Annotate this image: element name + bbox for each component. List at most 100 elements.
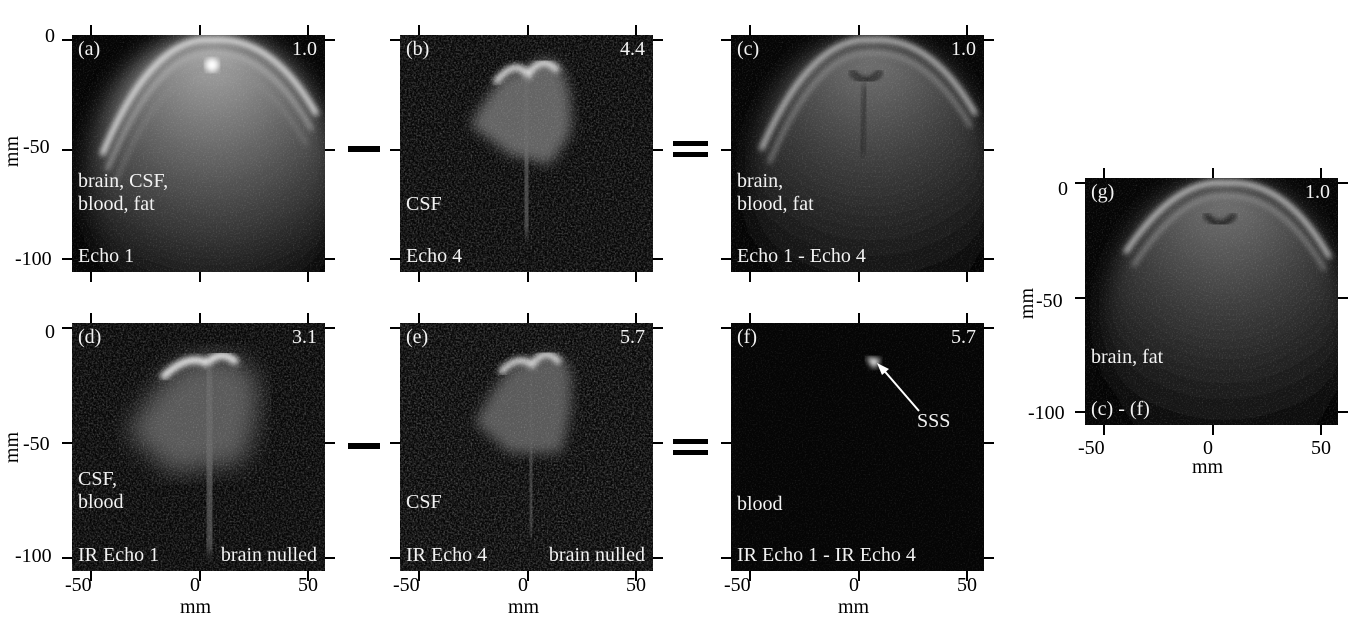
y-tick-mark [325, 327, 335, 329]
equals-operator-row1-bottom [673, 152, 708, 157]
x-tick-mark [1103, 168, 1105, 178]
y-tick-mark [721, 557, 731, 559]
y-tick-mark [1338, 182, 1348, 184]
x-tick-mark [527, 313, 529, 323]
mri-image-c-minus-f [1085, 178, 1338, 425]
y-tick-mark [984, 327, 994, 329]
tissue-description-e: CSF [406, 491, 442, 513]
x-tick-mark [1103, 425, 1105, 435]
y-axis-title-row1: mm [1, 135, 24, 168]
x-tick-label: 50 [957, 574, 977, 596]
x-axis-title-e: mm [508, 596, 540, 618]
y-tick-mark [62, 327, 72, 329]
panel-label-a: (a) [78, 38, 101, 60]
y-tick-mark [1075, 182, 1085, 184]
y-tick-mark [62, 258, 72, 260]
x-tick-mark [418, 571, 420, 581]
x-axis-title-d: mm [180, 596, 212, 618]
y-tick-mark [984, 258, 994, 260]
echo-label-a: Echo 1 [78, 245, 135, 267]
y-tick-mark [325, 557, 335, 559]
y-tick-label: 0 [45, 25, 55, 47]
echo-label-d: IR Echo 1 [78, 544, 160, 566]
y-tick-label: -50 [23, 433, 50, 455]
y-tick-label: -100 [1028, 402, 1065, 424]
y-tick-mark [1338, 297, 1348, 299]
echo-label-g: (c) - (f) [1091, 398, 1150, 420]
y-tick-mark [984, 149, 994, 151]
x-tick-mark [966, 272, 968, 282]
x-tick-mark [307, 272, 309, 282]
equals-operator-row2-top [673, 439, 708, 444]
mri-image-echo4 [400, 35, 653, 272]
mri-image-ir-echo1 [72, 323, 325, 571]
y-tick-label: -50 [1036, 290, 1063, 312]
scale-factor-e: 5.7 [620, 326, 645, 348]
y-tick-label: 0 [1058, 178, 1068, 200]
mri-panel-d: (d) 3.1 CSF, blood IR Echo 1 brain nulle… [72, 323, 325, 571]
tissue-description-d: CSF, blood [78, 468, 124, 513]
y-tick-mark [721, 258, 731, 260]
y-tick-mark [653, 39, 663, 41]
x-tick-mark [307, 571, 309, 581]
x-tick-label: 50 [1311, 437, 1331, 459]
y-tick-label: 0 [45, 321, 55, 343]
x-tick-mark [858, 25, 860, 35]
x-tick-mark [199, 571, 201, 581]
x-tick-mark [90, 313, 92, 323]
minus-operator-row1 [348, 146, 380, 152]
echo-label-c: Echo 1 - Echo 4 [737, 245, 866, 267]
y-tick-mark [1075, 411, 1085, 413]
x-tick-label: 0 [190, 574, 200, 596]
y-tick-mark [653, 557, 663, 559]
x-tick-label: -50 [393, 574, 420, 596]
x-tick-mark [635, 25, 637, 35]
x-axis-title-f: mm [838, 596, 870, 618]
nulling-label-e: brain nulled [548, 544, 645, 566]
x-tick-label: 0 [1203, 437, 1213, 459]
scale-factor-g: 1.0 [1305, 181, 1330, 203]
y-tick-label: -50 [23, 136, 50, 158]
x-tick-mark [1212, 168, 1214, 178]
panel-label-d: (d) [78, 326, 102, 348]
y-tick-mark [721, 39, 731, 41]
tissue-description-c: brain, blood, fat [737, 170, 814, 215]
x-tick-mark [966, 313, 968, 323]
equals-operator-row2-bottom [673, 450, 708, 455]
y-tick-mark [984, 557, 994, 559]
mri-panel-f: (f) 5.7 SSS blood IR Echo 1 - IR Echo 4 [731, 323, 984, 571]
x-tick-mark [527, 571, 529, 581]
x-tick-mark [858, 272, 860, 282]
scale-factor-a: 1.0 [292, 38, 317, 60]
scale-factor-f: 5.7 [951, 326, 976, 348]
x-tick-mark [307, 25, 309, 35]
x-tick-label: 50 [626, 574, 646, 596]
scale-factor-b: 4.4 [620, 38, 645, 60]
x-tick-mark [966, 571, 968, 581]
panel-label-f: (f) [737, 326, 757, 348]
y-tick-mark [984, 442, 994, 444]
y-tick-mark [390, 327, 400, 329]
x-tick-label: -50 [724, 574, 751, 596]
y-tick-mark [62, 557, 72, 559]
echo-label-e: IR Echo 4 [406, 544, 488, 566]
y-tick-mark [62, 442, 72, 444]
x-tick-mark [966, 25, 968, 35]
mri-panel-e: (e) 5.7 CSF IR Echo 4 brain nulled [400, 323, 653, 571]
x-tick-label: -50 [1078, 437, 1105, 459]
y-tick-mark [653, 327, 663, 329]
x-tick-label: 0 [849, 574, 859, 596]
x-tick-label: 50 [298, 574, 318, 596]
panel-label-c: (c) [737, 38, 760, 60]
x-tick-mark [90, 571, 92, 581]
x-tick-mark [749, 272, 751, 282]
mri-image-echo1 [72, 35, 325, 272]
y-tick-mark [62, 149, 72, 151]
mri-panel-a: (a) 1.0 brain, CSF, blood, fat Echo 1 [72, 35, 325, 272]
y-tick-mark [325, 258, 335, 260]
x-tick-mark [307, 313, 309, 323]
mri-panel-c: (c) 1.0 brain, blood, fat Echo 1 - Echo … [731, 35, 984, 272]
mri-image-echo1-minus-echo4 [731, 35, 984, 272]
y-tick-label: -100 [15, 545, 52, 567]
x-tick-mark [749, 313, 751, 323]
